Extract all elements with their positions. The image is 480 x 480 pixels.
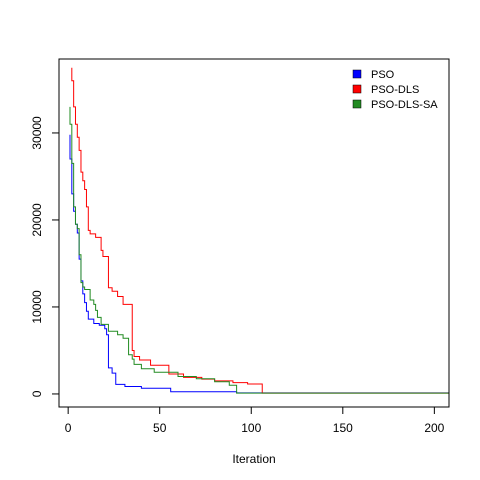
- x-axis: 0 50 100 150 200: [65, 406, 445, 435]
- y-tick-label: 30000: [30, 116, 44, 150]
- legend-label-1: PSO-DLS: [371, 84, 419, 96]
- legend: PSO PSO-DLS PSO-DLS-SA: [352, 69, 438, 111]
- series-line-1: [71, 67, 449, 394]
- x-tick-label: 150: [333, 421, 353, 435]
- legend-label-2: PSO-DLS-SA: [371, 99, 438, 111]
- legend-swatch-1: [352, 84, 362, 94]
- y-tick-label: 20000: [30, 203, 44, 237]
- x-tick-label: 50: [153, 421, 167, 435]
- y-tick-label: 0: [30, 390, 44, 397]
- legend-swatch-2: [352, 99, 362, 109]
- x-tick-label: 0: [65, 421, 72, 435]
- legend-label-0: PSO: [371, 69, 395, 81]
- y-axis: 0 10000 20000 30000: [30, 116, 60, 397]
- x-axis-title: Iteration: [232, 452, 275, 466]
- x-tick-label: 100: [241, 421, 261, 435]
- y-tick-label: 10000: [30, 290, 44, 324]
- series-layer: [69, 67, 449, 394]
- series-line-2: [69, 106, 449, 394]
- legend-swatch-0: [352, 69, 362, 79]
- x-tick-label: 200: [424, 421, 444, 435]
